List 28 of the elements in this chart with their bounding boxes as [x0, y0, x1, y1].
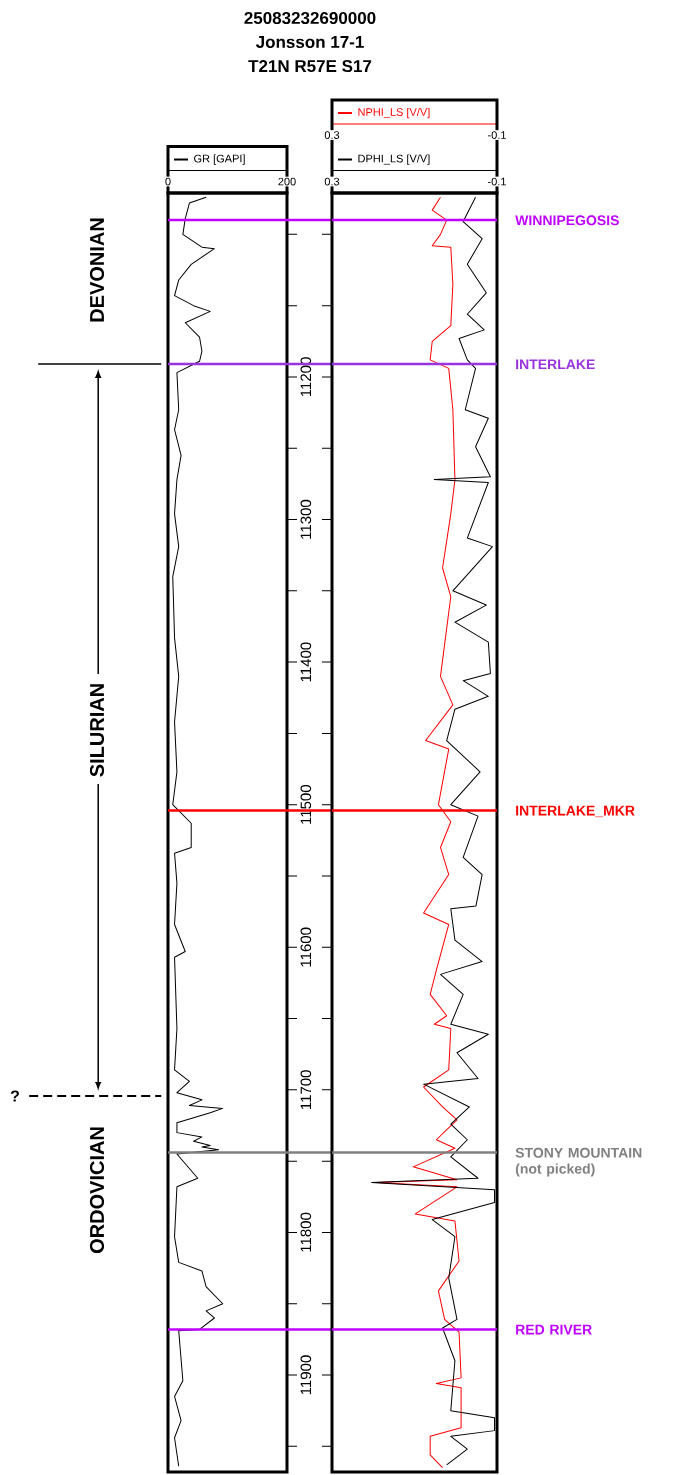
y-tick-label: 11500: [300, 785, 312, 824]
text: T21N R57E S17: [248, 60, 372, 73]
ref-line-label: WINNIPEGOSIS: [515, 215, 619, 226]
chart-subtitle: Jonsson 17-1: [255, 36, 364, 48]
ref-line-label: STONY MOUNTAIN (not picked): [515, 1147, 642, 1177]
x2-tick-label: -0.1: [488, 131, 506, 139]
x2-tick-label: 0.3: [324, 131, 340, 139]
chart-title: 25083232690000: [244, 12, 376, 25]
y-tick-label: 11400: [300, 642, 312, 682]
y-tick-label: 11900: [300, 1355, 312, 1395]
ref-line-label: INTERLAKE_MKR: [516, 805, 635, 818]
text: DEVONIAN: [89, 218, 105, 322]
y-tick-label: 11300: [300, 499, 312, 539]
x-tick-label: 200: [278, 177, 296, 186]
x-tick-label: 0.3: [324, 177, 340, 186]
y-tick-label: 11800: [300, 1212, 312, 1252]
text: SILURIAN: [89, 684, 105, 777]
y-tick-label: 11700: [300, 1070, 312, 1110]
x-tick-label: -0.1: [488, 177, 506, 186]
text: ORDOVICIAN: [89, 1127, 105, 1254]
y-tick-label: 11600: [300, 927, 312, 967]
ref-line-label: RED RIVER: [516, 1324, 592, 1335]
x-tick-label: 0: [165, 177, 171, 186]
legend-label: DPHI_LS [V/V]: [358, 154, 430, 165]
text: ?: [10, 1090, 19, 1102]
ref-line-label: INTERLAKE: [516, 359, 595, 370]
legend-label: GR [GAPI]: [194, 154, 245, 165]
legend-label: NPHI_LS [V/V]: [358, 107, 430, 119]
